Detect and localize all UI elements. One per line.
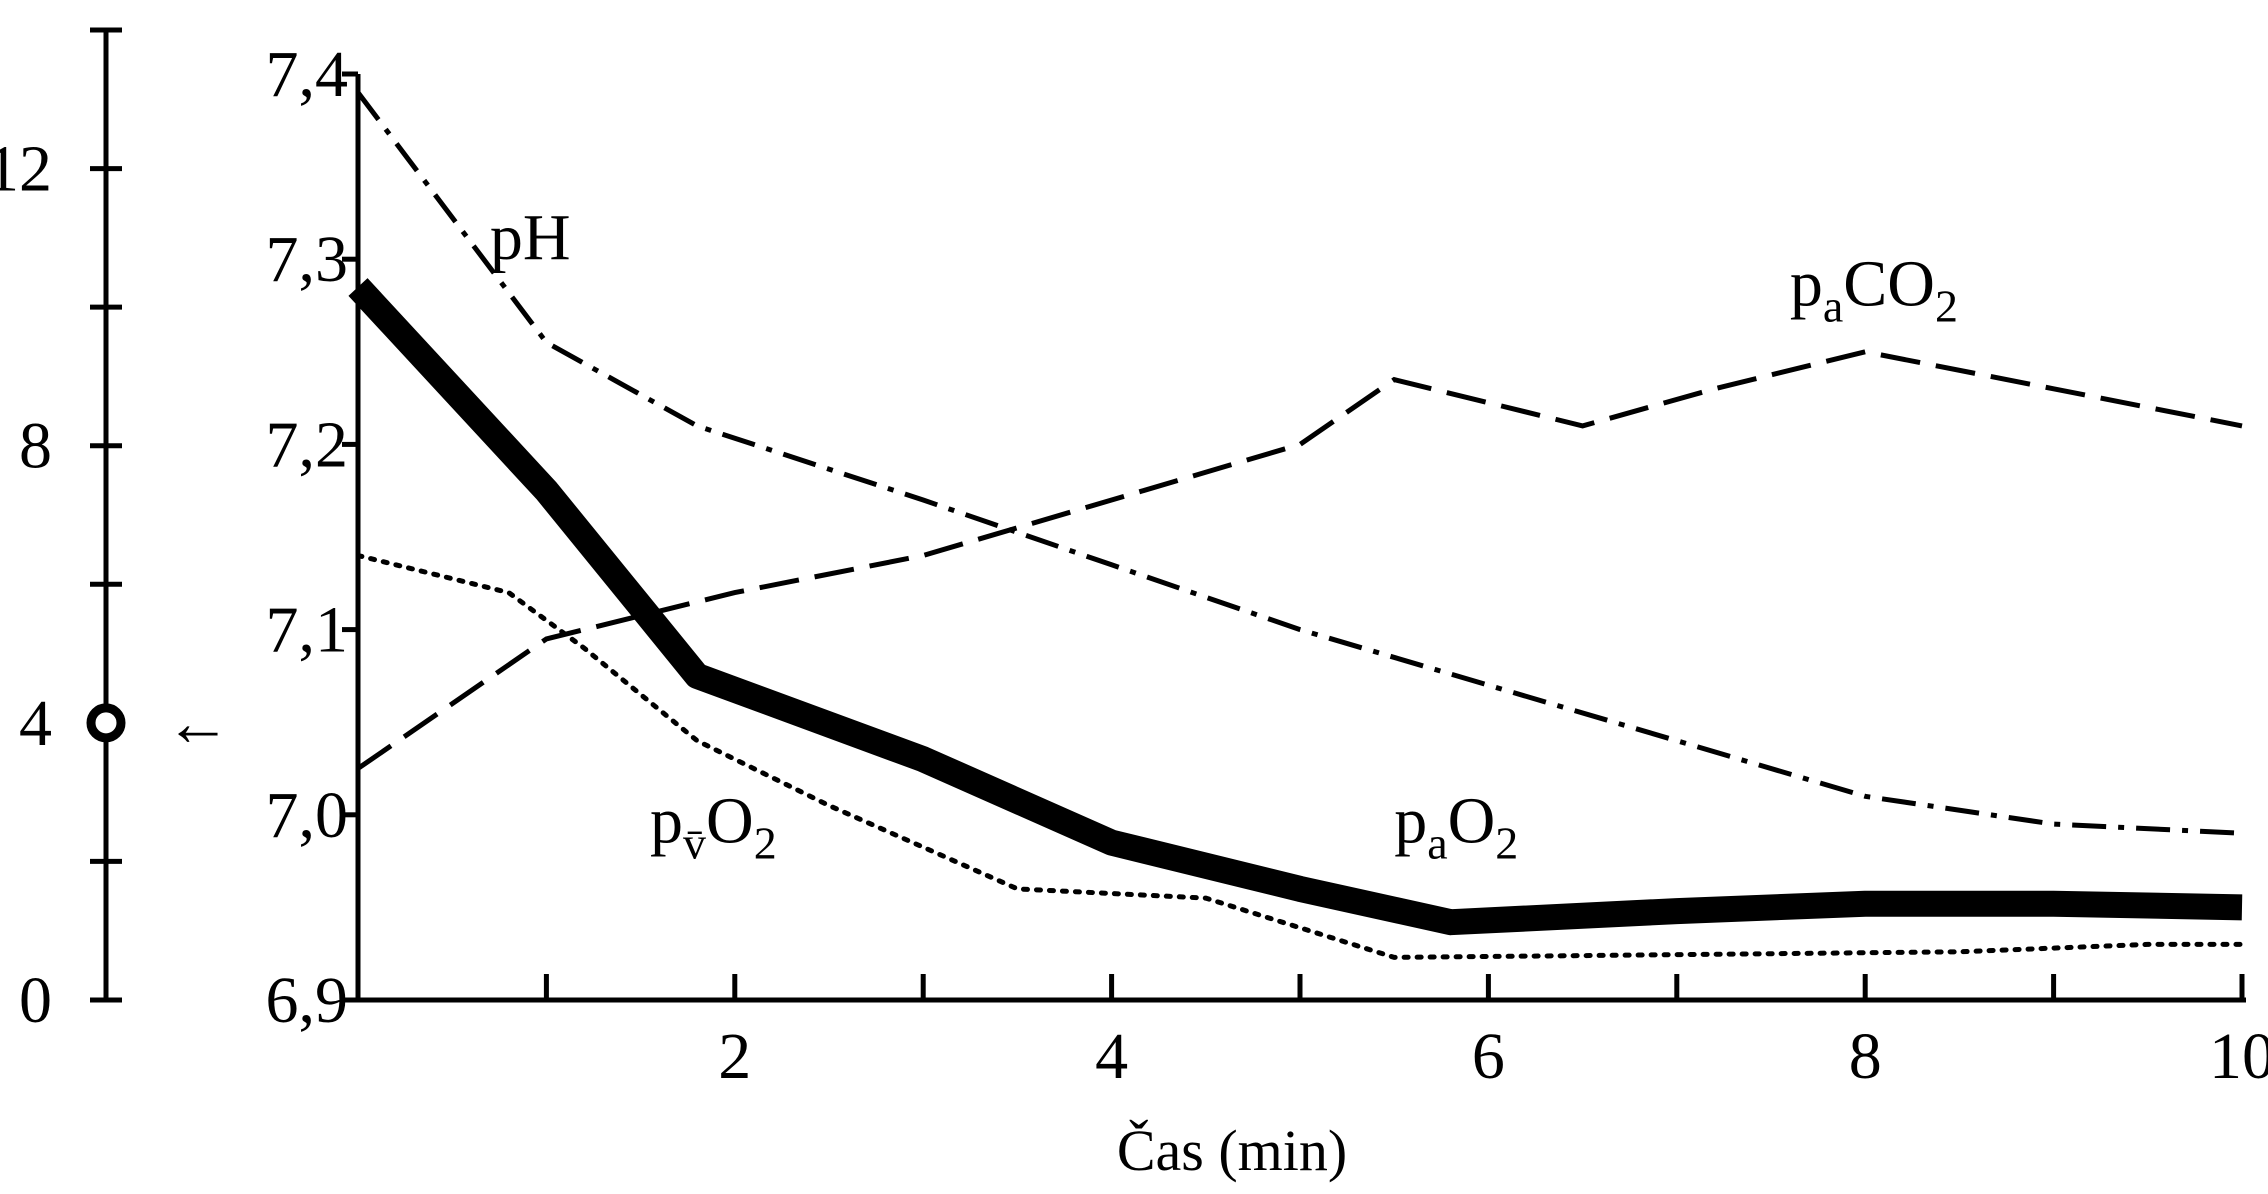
y-axis-tick-label: 7,4 xyxy=(266,38,349,111)
series-layer xyxy=(348,90,2245,960)
series-line-paco2 xyxy=(356,349,2243,771)
secondary-marker-arrow-icon: ← xyxy=(165,687,231,760)
series-label-part: a xyxy=(1823,281,1843,332)
x-axis-tick-label: 8 xyxy=(1849,1020,1882,1093)
series-label-paco2: paCO2 xyxy=(1790,248,1958,332)
x-axis-tick-label: 2 xyxy=(718,1020,751,1093)
series-label-part: O xyxy=(706,785,754,858)
secondary-marker-circle xyxy=(86,703,126,743)
chart-axes: 6,9 7,0 7,1 7,2 7,3 7,4 2 4 6 8 10 xyxy=(266,38,2268,1093)
series-label-part: 2 xyxy=(1935,281,1958,332)
secondary-axis-tick-label: 0 xyxy=(19,964,52,1037)
y-axis-tick-label: 7,2 xyxy=(266,408,349,481)
series-label-part: p xyxy=(1394,785,1427,858)
x-axis-tick-label: 10 xyxy=(2209,1020,2268,1093)
series-label-part: 2 xyxy=(754,818,777,869)
y-axis-tick-label: 6,9 xyxy=(266,964,349,1037)
series-label-part: O xyxy=(1448,785,1496,858)
secondary-axis-tick-label: 4 xyxy=(19,687,52,760)
series-line-pvo2 xyxy=(355,553,2245,960)
series-label-part: p xyxy=(650,785,683,858)
y-axis-tick-label: 7,3 xyxy=(266,223,349,296)
secondary-axis-tick-label: 12 xyxy=(0,133,52,206)
x-axis-tick-label: 4 xyxy=(1095,1020,1128,1093)
secondary-axis-tick-label: 8 xyxy=(19,410,52,483)
series-line-ph xyxy=(356,90,2243,836)
y-axis-tick-label: 7,1 xyxy=(266,594,349,667)
series-label-ph: pH xyxy=(490,201,571,274)
series-label-part: CO xyxy=(1843,248,1935,321)
series-label-part: p xyxy=(1790,248,1823,321)
x-axis-title: Čas (min) xyxy=(1117,1118,1347,1183)
y-axis-tick-label: 7,0 xyxy=(266,779,349,852)
series-label-part: a xyxy=(1427,818,1447,869)
secondary-scale: 0 4 8 12 ← xyxy=(0,27,231,1037)
series-label-pvo2: pv̄O2 xyxy=(650,785,777,869)
x-axis-tick-label: 6 xyxy=(1472,1020,1505,1093)
series-label-part: pH xyxy=(490,201,571,274)
series-label-pao2: paO2 xyxy=(1394,785,1518,869)
series-label-part: 2 xyxy=(1495,818,1518,869)
series-label-part: v̄ xyxy=(683,818,706,869)
series-line-pao2 xyxy=(348,278,2243,936)
